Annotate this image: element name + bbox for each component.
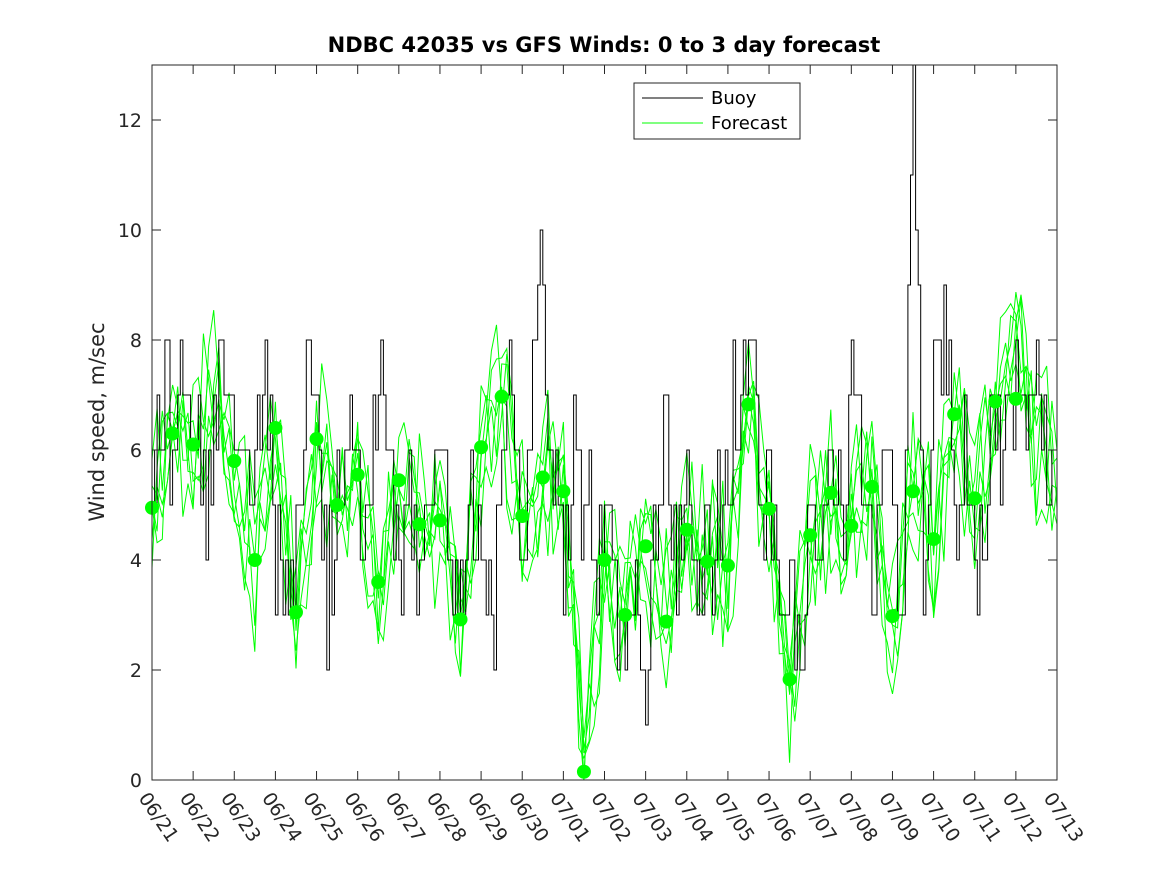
forecast-marker [165,426,180,441]
legend-label-buoy: Buoy [711,88,757,109]
forecast-marker [186,437,201,452]
forecast-marker [371,575,386,589]
forecast-marker [782,672,797,687]
forecast-marker [638,539,653,554]
forecast-line [151,342,1058,781]
legend-box [633,82,801,140]
legend-label-forecast: Forecast [711,113,787,134]
forecast-marker [597,553,612,567]
forecast-marker [350,467,365,482]
forecast-marker [864,479,879,494]
y-tick-label: 6 [130,440,142,462]
forecast-marker [844,518,859,533]
forecast-marker [1008,391,1023,406]
forecast-markers-group [145,389,1023,779]
forecast-marker [967,491,982,506]
forecast-marker [556,484,571,499]
legend: Buoy Forecast [633,82,801,140]
forecast-marker [741,397,756,412]
forecast-marker [391,473,406,488]
forecast-marker [288,605,303,620]
forecast-marker [618,608,633,622]
forecast-marker [412,517,427,532]
forecast-line [151,297,1058,763]
forecast-marker [453,612,468,627]
forecast-marker [227,454,242,468]
forecast-marker [432,513,447,528]
forecast-marker [679,522,694,537]
forecast-marker [700,554,715,569]
y-tick-label: 2 [130,660,142,682]
chart-title: NDBC 42035 vs GFS Winds: 0 to 3 day fore… [328,33,881,57]
forecast-marker [474,440,489,455]
forecast-marker [988,394,1003,409]
forecast-marker [247,553,262,567]
forecast-marker [309,432,324,446]
forecast-marker [535,470,550,485]
y-axis-label: Wind speed, m/sec [85,322,109,521]
y-axis: 0 2 4 6 8 10 12 [118,110,1057,792]
y-tick-label: 0 [130,770,142,792]
forecast-marker [803,528,818,543]
forecast-marker [494,389,509,404]
forecast-marker [906,484,921,499]
forecast-marker [268,421,283,435]
forecast-marker [926,532,941,547]
forecast-marker [885,609,900,624]
plot-area [152,65,1057,780]
forecast-marker [576,764,591,779]
forecast-marker [947,407,962,422]
y-tick-label: 10 [118,220,142,242]
forecast-marker [823,485,838,500]
forecast-marker [720,558,735,573]
forecast-marker [330,498,345,512]
y-tick-label: 4 [130,550,142,572]
forecast-marker [659,614,674,629]
forecast-marker [762,501,777,516]
forecast-marker [515,509,530,523]
y-tick-label: 12 [118,110,142,132]
y-tick-label: 8 [130,330,142,352]
